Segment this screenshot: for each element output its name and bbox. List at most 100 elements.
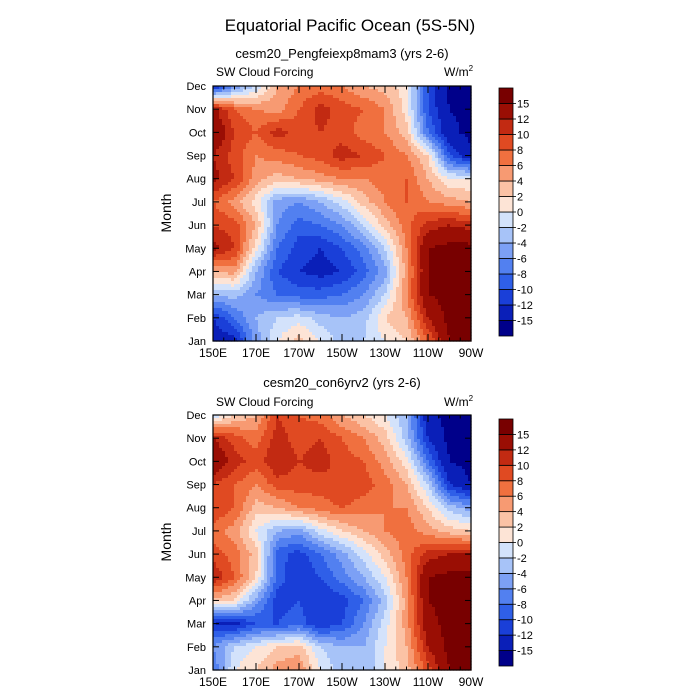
field-cell xyxy=(435,149,439,153)
field-cell xyxy=(411,212,415,216)
field-cell xyxy=(468,185,472,189)
field-cell xyxy=(318,203,322,207)
field-cell xyxy=(354,128,358,132)
field-cell xyxy=(264,164,268,168)
field-cell xyxy=(291,122,295,126)
field-cell xyxy=(321,245,325,249)
field-cell xyxy=(375,170,379,174)
field-cell xyxy=(444,125,448,129)
field-cell xyxy=(354,161,358,165)
field-cell xyxy=(297,143,301,147)
field-cell xyxy=(393,98,397,102)
field-cell xyxy=(399,239,403,243)
field-cell xyxy=(345,140,349,144)
field-cell xyxy=(243,152,247,156)
field-cell xyxy=(366,170,370,174)
field-cell xyxy=(387,122,391,126)
field-cell xyxy=(363,179,367,183)
field-cell xyxy=(297,248,301,252)
field-cell xyxy=(381,173,385,177)
field-cell xyxy=(291,188,295,192)
field-cell xyxy=(297,173,301,177)
field-cell xyxy=(369,173,373,177)
field-cell xyxy=(396,239,400,243)
field-cell xyxy=(318,158,322,162)
field-cell xyxy=(294,221,298,225)
field-cell xyxy=(357,134,361,138)
field-cell xyxy=(462,167,466,171)
field-cell xyxy=(330,113,334,117)
field-cell xyxy=(231,188,235,192)
field-cell xyxy=(222,221,226,225)
field-cell xyxy=(267,143,271,147)
field-cell xyxy=(342,251,346,255)
field-cell xyxy=(252,128,256,132)
field-cell xyxy=(252,125,256,129)
field-cell xyxy=(465,155,469,159)
field-cell xyxy=(456,179,460,183)
field-cell xyxy=(372,161,376,165)
field-cell xyxy=(375,179,379,183)
field-cell xyxy=(225,122,229,126)
field-cell xyxy=(423,212,427,216)
field-cell xyxy=(390,92,394,96)
field-cell xyxy=(447,203,451,207)
field-cell xyxy=(324,206,328,210)
field-cell xyxy=(315,95,319,99)
field-cell xyxy=(240,146,244,150)
field-cell xyxy=(282,179,286,183)
field-cell xyxy=(333,113,337,117)
field-cell xyxy=(336,128,340,132)
field-cell xyxy=(306,182,310,186)
field-cell xyxy=(348,188,352,192)
field-cell xyxy=(231,212,235,216)
field-cell xyxy=(240,107,244,111)
field-cell xyxy=(285,245,289,249)
field-cell xyxy=(462,122,466,126)
field-cell xyxy=(288,173,292,177)
field-cell xyxy=(273,137,277,141)
field-cell xyxy=(276,125,280,129)
field-cell xyxy=(273,209,277,213)
field-cell xyxy=(348,248,352,252)
field-cell xyxy=(360,248,364,252)
field-cell xyxy=(390,89,394,93)
field-cell xyxy=(447,215,451,219)
field-cell xyxy=(351,179,355,183)
field-cell xyxy=(354,134,358,138)
field-cell xyxy=(429,149,433,153)
field-cell xyxy=(246,140,250,144)
field-cell xyxy=(345,167,349,171)
field-cell xyxy=(249,104,253,108)
field-cell xyxy=(393,176,397,180)
field-cell xyxy=(294,227,298,231)
field-cell xyxy=(432,191,436,195)
field-cell xyxy=(393,89,397,93)
field-cell xyxy=(411,245,415,249)
field-cell xyxy=(390,95,394,99)
field-cell xyxy=(357,137,361,141)
field-cell xyxy=(330,188,334,192)
field-cell xyxy=(429,122,433,126)
field-cell xyxy=(390,173,394,177)
field-cell xyxy=(258,98,262,102)
field-cell xyxy=(222,107,226,111)
field-cell xyxy=(366,107,370,111)
field-cell xyxy=(234,164,238,168)
field-cell xyxy=(399,197,403,201)
field-cell xyxy=(366,140,370,144)
field-cell xyxy=(414,209,418,213)
field-cell xyxy=(252,188,256,192)
field-cell xyxy=(399,224,403,228)
field-cell xyxy=(237,221,241,225)
field-cell xyxy=(249,200,253,204)
field-cell xyxy=(378,143,382,147)
field-cell xyxy=(300,95,304,99)
field-cell xyxy=(402,203,406,207)
field-cell xyxy=(339,218,343,222)
field-cell xyxy=(324,218,328,222)
field-cell xyxy=(381,194,385,198)
field-cell xyxy=(303,152,307,156)
field-cell xyxy=(324,161,328,165)
field-cell xyxy=(219,122,223,126)
